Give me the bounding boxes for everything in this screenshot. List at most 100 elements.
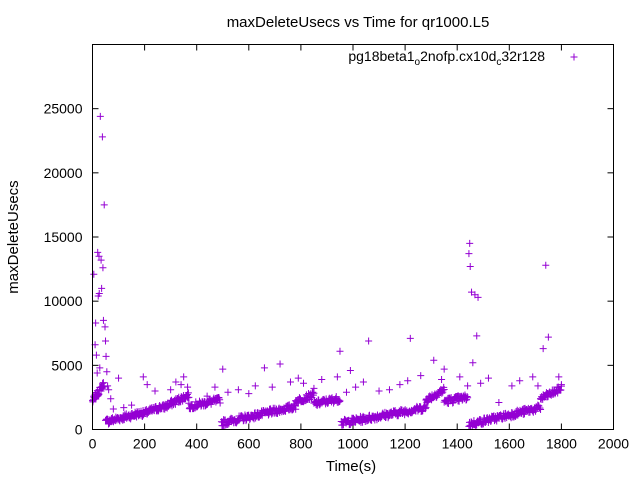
data-point: [309, 388, 317, 396]
data-point: [104, 382, 112, 390]
data-point: [94, 248, 102, 256]
x-axis-label: Time(s): [326, 458, 376, 475]
data-point: [508, 382, 516, 390]
data-points: [89, 112, 565, 430]
data-point: [128, 401, 136, 409]
legend-text: pg18beta1: [348, 48, 414, 64]
data-point: [542, 261, 550, 269]
data-point: [203, 392, 211, 400]
data-point: [211, 383, 219, 391]
data-point: [421, 405, 429, 413]
data-point: [96, 364, 104, 372]
data-point: [99, 316, 107, 324]
data-point: [469, 359, 477, 367]
data-point: [473, 332, 481, 340]
legend-marker: [570, 53, 578, 61]
data-point: [417, 372, 425, 380]
data-point: [92, 319, 100, 327]
data-point: [404, 377, 412, 385]
data-point: [97, 256, 105, 264]
data-point: [102, 352, 110, 360]
data-point: [456, 373, 464, 381]
data-point: [342, 388, 350, 396]
data-point: [286, 378, 294, 386]
data-point: [406, 334, 414, 342]
x-tick-label: 2000: [598, 436, 629, 452]
data-point: [557, 381, 565, 389]
data-point: [102, 337, 110, 345]
legend-marker-symbol: [570, 53, 578, 61]
data-point: [335, 398, 343, 406]
data-point: [385, 386, 393, 394]
data-point: [98, 133, 106, 141]
data-point: [109, 405, 117, 413]
x-tick-label: 200: [133, 436, 157, 452]
data-point: [555, 373, 563, 381]
data-point: [536, 404, 544, 412]
axis-ticks: 0 200 400 600 800 1000 1200 1400 1600 1800 2000050…: [44, 44, 629, 452]
data-point: [143, 381, 151, 389]
data-point: [184, 383, 192, 391]
data-point: [430, 356, 438, 364]
legend-subscript: o: [415, 57, 421, 68]
data-point: [318, 375, 326, 383]
data-point: [529, 373, 537, 381]
y-tick-label: 5000: [51, 357, 82, 373]
data-point: [257, 410, 265, 418]
y-axis-label: maxDeleteUsecs: [5, 180, 22, 293]
y-tick-label: 10000: [44, 293, 83, 309]
x-tick-label: 1800: [546, 436, 577, 452]
data-point: [177, 381, 185, 389]
data-point: [216, 399, 224, 407]
data-point: [219, 365, 227, 373]
data-point: [185, 393, 193, 401]
data-point: [276, 360, 284, 368]
data-point: [365, 337, 373, 345]
x-tick-label: 1200: [390, 436, 421, 452]
x-tick-label: 0: [89, 436, 97, 452]
legend-label: pg18beta1o2nofp.cx10dc32r128: [348, 48, 545, 68]
data-point: [93, 369, 101, 377]
data-point: [466, 263, 474, 271]
data-point: [251, 382, 259, 390]
x-tick-label: 400: [185, 436, 209, 452]
data-point: [464, 394, 472, 402]
data-point: [242, 417, 250, 425]
data-point: [98, 284, 106, 292]
chart-title: maxDeleteUsecs vs Time for qr1000.L5: [227, 14, 490, 31]
data-point: [464, 382, 472, 390]
x-tick-label: 1000: [337, 436, 368, 452]
y-tick-label: 25000: [44, 101, 83, 117]
data-point: [449, 399, 457, 407]
data-point: [396, 381, 404, 389]
data-point: [294, 374, 302, 382]
x-tick-label: 600: [237, 436, 261, 452]
y-tick-label: 0: [75, 422, 83, 438]
data-point: [544, 333, 552, 341]
data-point: [516, 377, 524, 385]
data-point: [234, 386, 242, 394]
data-point: [120, 404, 128, 412]
data-point: [139, 412, 147, 420]
data-point: [115, 374, 123, 382]
x-tick-label: 1400: [442, 436, 473, 452]
data-point: [537, 405, 545, 413]
y-tick-label: 20000: [44, 165, 83, 181]
data-point: [532, 407, 540, 415]
data-point: [180, 373, 188, 381]
data-point: [216, 396, 224, 404]
data-point: [151, 387, 159, 395]
data-point: [539, 345, 547, 353]
data-point: [103, 368, 111, 376]
data-point: [557, 386, 565, 394]
data-point: [172, 378, 180, 386]
data-point: [438, 375, 446, 383]
data-point: [463, 392, 471, 400]
data-point: [245, 390, 253, 398]
data-point: [359, 378, 367, 386]
x-tick-label: 800: [289, 436, 313, 452]
data-point: [99, 264, 107, 272]
data-point: [333, 373, 341, 381]
data-point: [455, 397, 463, 405]
data-point: [422, 404, 430, 412]
